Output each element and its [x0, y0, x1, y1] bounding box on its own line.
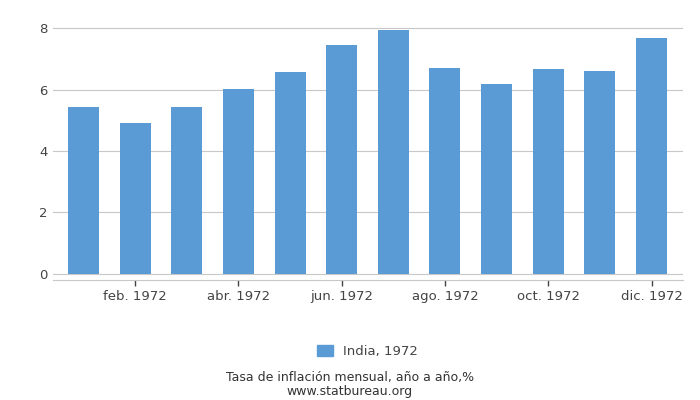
Text: Tasa de inflación mensual, año a año,%: Tasa de inflación mensual, año a año,%: [226, 372, 474, 384]
Bar: [584, 71, 615, 274]
Bar: [120, 122, 150, 274]
Bar: [481, 84, 512, 274]
Bar: [68, 106, 99, 274]
Bar: [378, 30, 409, 274]
Text: www.statbureau.org: www.statbureau.org: [287, 385, 413, 398]
Bar: [172, 106, 202, 274]
Bar: [274, 72, 305, 274]
Bar: [636, 38, 667, 274]
Bar: [223, 89, 254, 274]
Bar: [430, 68, 461, 274]
Bar: [533, 69, 564, 274]
Bar: [326, 44, 357, 274]
Legend: India, 1972: India, 1972: [312, 339, 424, 363]
